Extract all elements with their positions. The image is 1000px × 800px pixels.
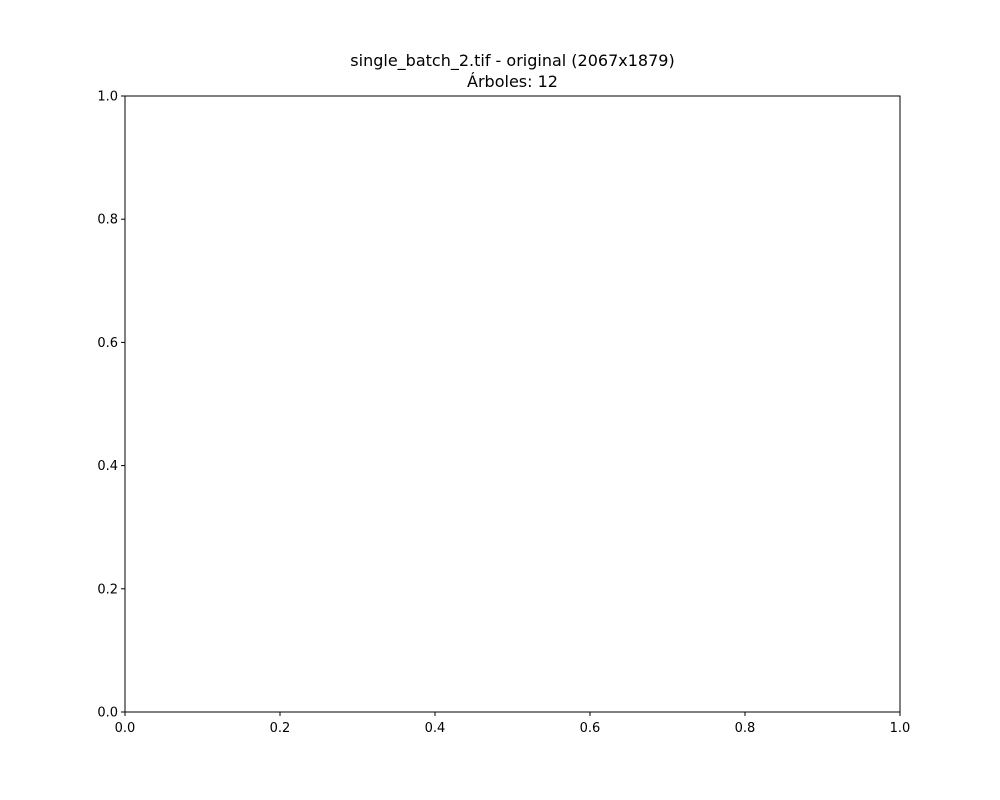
x-tick-label: 0.6 xyxy=(580,721,601,736)
x-tick-label: 1.0 xyxy=(890,721,911,736)
x-tick-label: 0.4 xyxy=(425,721,446,736)
y-tick-label: 0.0 xyxy=(97,706,118,721)
y-tick-label: 0.6 xyxy=(97,336,118,351)
chart-subtitle: Árboles: 12 xyxy=(467,72,558,91)
y-tick-label: 0.4 xyxy=(97,459,118,474)
chart-title: single_batch_2.tif - original (2067x1879… xyxy=(350,51,675,70)
plot-area xyxy=(124,95,901,713)
x-tick-label: 0.0 xyxy=(115,721,136,736)
y-axis: 0.0 0.2 0.4 0.6 0.8 1.0 xyxy=(97,90,125,721)
x-tick-label: 0.2 xyxy=(270,721,291,736)
y-tick-label: 0.8 xyxy=(97,213,118,228)
x-tick-label: 0.8 xyxy=(735,721,756,736)
y-tick-label: 0.2 xyxy=(97,582,118,597)
y-tick-label: 1.0 xyxy=(97,90,118,105)
x-axis: 0.0 0.2 0.4 0.6 0.8 1.0 xyxy=(115,712,911,736)
